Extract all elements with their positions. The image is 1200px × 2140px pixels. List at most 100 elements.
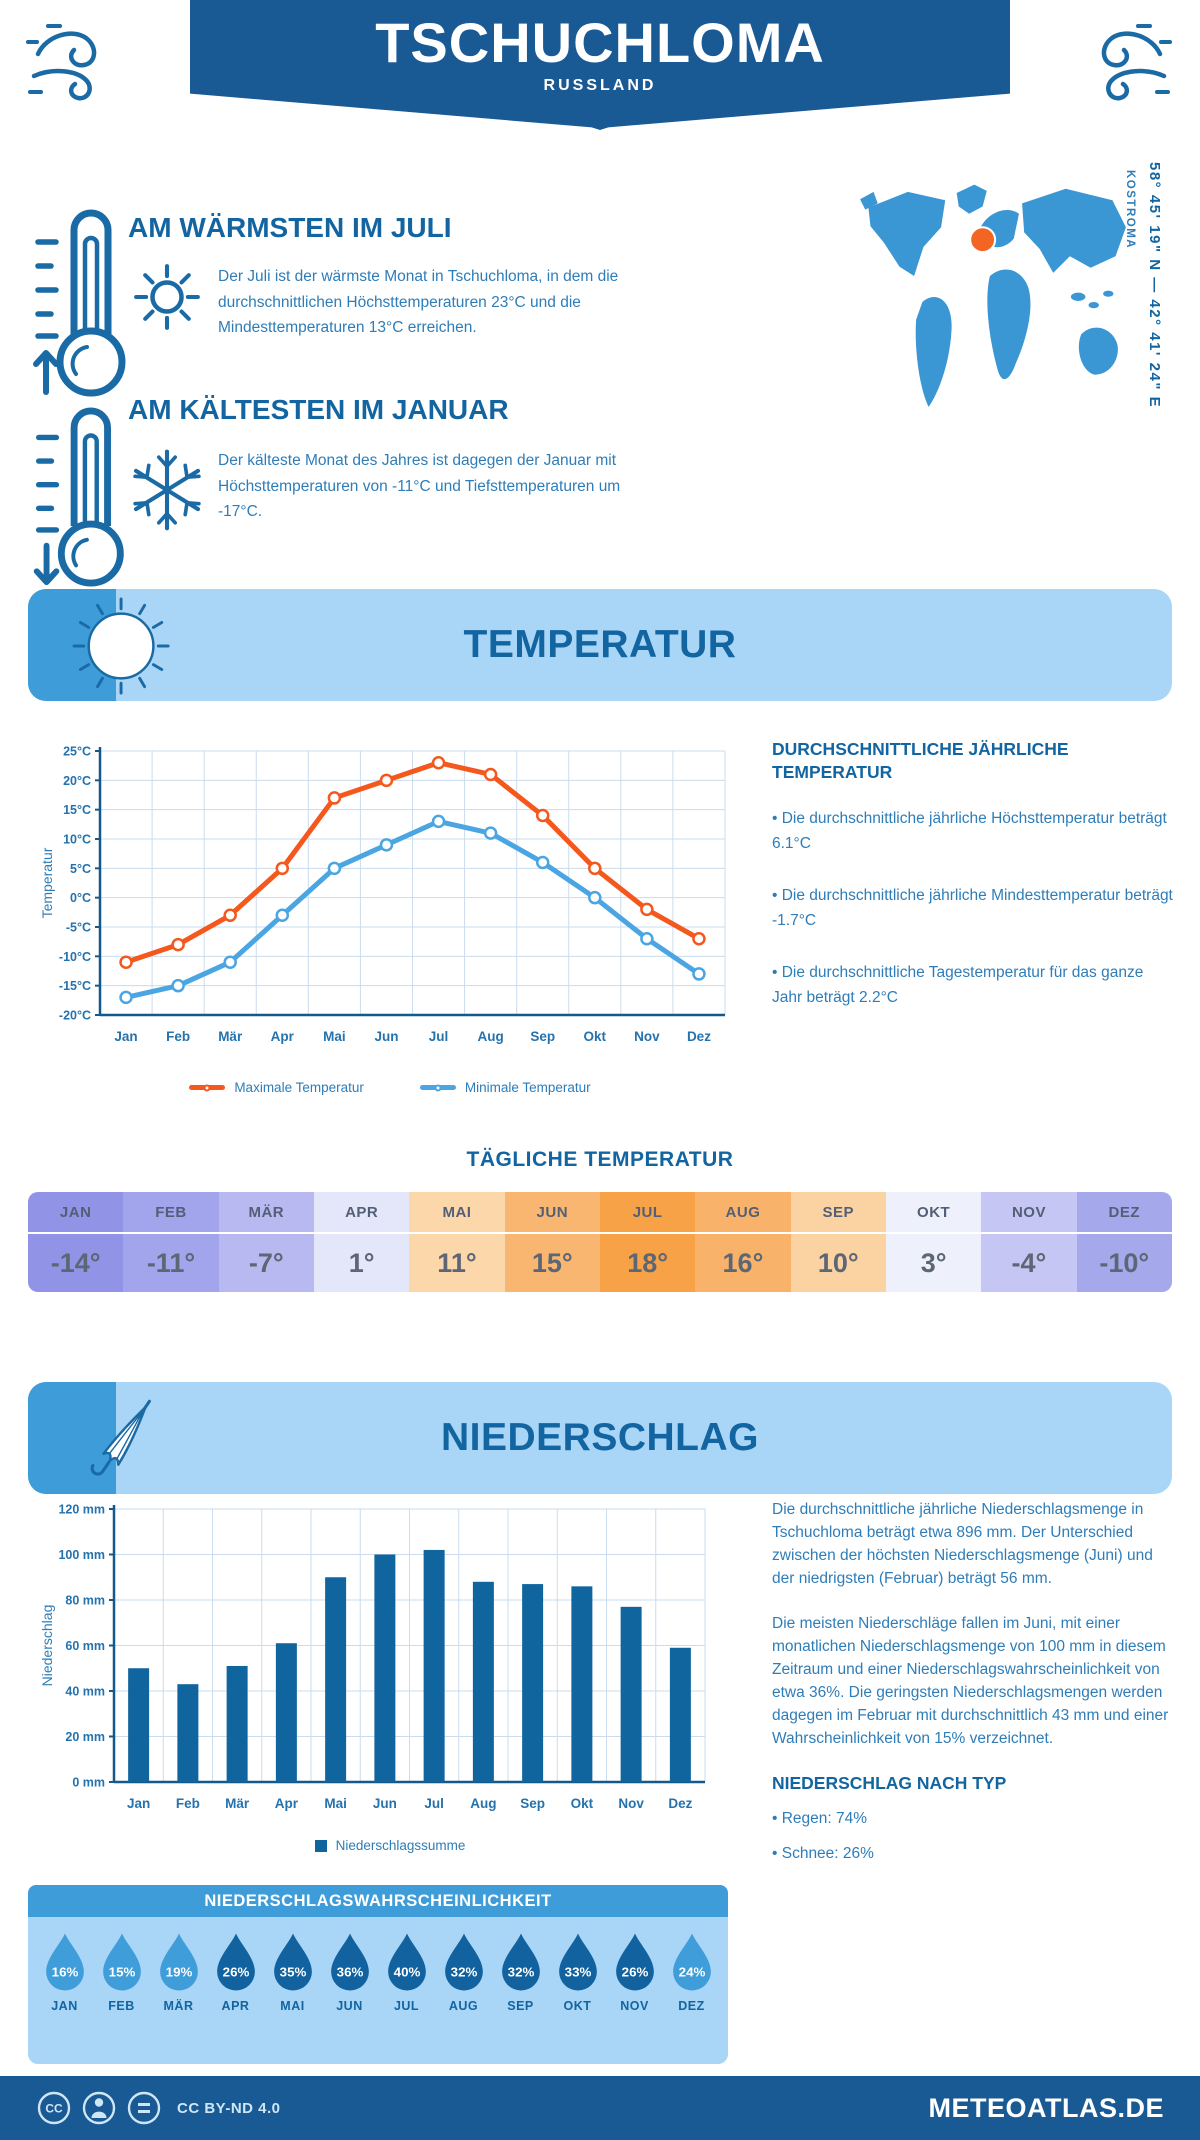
thermometer-down-icon — [33, 407, 124, 587]
probability-value: 24% — [678, 1965, 705, 1980]
snowflake-icon — [133, 449, 201, 531]
probability-droplet: 32% AUG — [435, 1917, 492, 2064]
coldest-text: Der kälteste Monat des Jahres ist dagege… — [218, 452, 621, 520]
probability-droplet: 40% JUL — [378, 1917, 435, 2064]
temperature-section-title: TEMPERATUR — [463, 623, 737, 666]
month-label: AUG — [695, 1192, 791, 1234]
x-tick-label: Mai — [323, 1029, 346, 1044]
daily-temp-value: 16° — [722, 1247, 764, 1278]
month-label: APR — [221, 1999, 250, 2013]
precipitation-legend: Niederschlagssumme — [40, 1838, 740, 1853]
probability-value: 35% — [279, 1965, 306, 1980]
probability-droplet: 35% MAI — [264, 1917, 321, 2064]
y-tick-label: 40 mm — [65, 1685, 105, 1699]
band-corner — [28, 1382, 116, 1494]
umbrella-badge-icon — [90, 1399, 151, 1476]
x-tick-label: Mär — [218, 1029, 243, 1044]
warmest-title: AM WÄRMSTEN IM JULI — [128, 212, 452, 243]
y-tick-label: 20°C — [63, 774, 91, 788]
footer: CC CC BY-ND 4.0 METEOATLAS.DE — [0, 2076, 1200, 2140]
precipitation-paragraph: Die meisten Niederschläge fallen im Juni… — [772, 1615, 1169, 1747]
data-point-marker — [483, 826, 498, 840]
thermometer-up-icon — [33, 209, 126, 397]
y-tick-label: 60 mm — [65, 1639, 105, 1653]
x-tick-label: Apr — [271, 1029, 295, 1044]
y-tick-label: 100 mm — [58, 1548, 105, 1562]
legend-item: Maximale Temperatur — [189, 1080, 364, 1095]
daily-temperature-table: JAN -14° FEB -11° MÄR -7° APR 1° MAI 11° JUN 15° JUL… — [28, 1192, 1172, 1292]
data-point-marker — [379, 773, 394, 788]
chart-bar — [325, 1577, 347, 1782]
precipitation-section-header: NIEDERSCHLAG — [28, 1382, 1172, 1494]
droplet-icon: 35% — [273, 1933, 312, 1991]
data-point-marker — [431, 814, 446, 829]
y-tick-label: -20°C — [59, 1009, 91, 1023]
daily-month-column: SEP 10° — [790, 1192, 886, 1292]
precipitation-section-title: NIEDERSCHLAG — [440, 1416, 760, 1459]
line-series — [123, 760, 702, 965]
x-tick-label: Sep — [520, 1796, 545, 1811]
wind-icon — [26, 24, 97, 101]
droplet-icon: 36% — [330, 1933, 369, 1991]
droplet-icon: 32% — [444, 1933, 483, 1991]
month-label: FEB — [123, 1192, 219, 1234]
daily-temp-value: 1° — [348, 1247, 375, 1278]
daily-temp-value: -4° — [1011, 1247, 1047, 1278]
y-tick-label: 0 mm — [72, 1776, 105, 1790]
data-point-marker — [223, 955, 237, 969]
data-point-marker — [431, 755, 446, 770]
month-label: APR — [313, 1192, 410, 1234]
droplet-icon: 24% — [672, 1933, 711, 1991]
data-point-marker — [327, 791, 342, 805]
legend-label: Niederschlagssumme — [335, 1838, 466, 1853]
y-tick-label: 120 mm — [58, 1503, 105, 1517]
wind-icon — [1101, 24, 1172, 101]
legend-item: Niederschlagssumme — [314, 1838, 466, 1853]
probability-value: 15% — [108, 1965, 135, 1980]
coordinates-label: 58° 45' 19" N — 42° 41' 24" E — [1146, 162, 1163, 409]
daily-temperature-title: TÄGLICHE TEMPERATUR — [466, 1148, 734, 1171]
data-point-marker — [379, 838, 394, 852]
y-tick-label: 0°C — [70, 891, 91, 905]
x-tick-label: Okt — [584, 1029, 607, 1044]
month-label: SEP — [790, 1192, 886, 1234]
month-label: OKT — [563, 1999, 592, 2013]
svg-text:CC: CC — [45, 2102, 63, 2116]
month-label: NOV — [620, 1999, 649, 2013]
month-label: MAI — [280, 1999, 305, 2013]
x-tick-label: Mär — [225, 1796, 250, 1811]
x-tick-label: Jan — [114, 1029, 137, 1044]
precipitation-probability-panel: NIEDERSCHLAGSWAHRSCHEINLICHKEIT 16% JAN 15… — [28, 1885, 728, 2064]
data-point-marker — [327, 861, 342, 876]
daily-temp-value: 15° — [531, 1247, 573, 1278]
x-tick-label: Feb — [166, 1029, 190, 1044]
y-tick-label: 15°C — [63, 803, 91, 817]
y-tick-label: 80 mm — [65, 1594, 105, 1608]
daily-month-column: AUG 16° — [695, 1192, 791, 1292]
probability-value: 19% — [165, 1965, 192, 1980]
daily-month-column: FEB -11° — [123, 1192, 219, 1292]
y-tick-label: -10°C — [59, 950, 91, 964]
daily-month-column: JAN -14° — [28, 1192, 124, 1292]
month-label: NOV — [981, 1192, 1077, 1234]
probability-value: 26% — [222, 1965, 249, 1980]
precipitation-type-bullet: • Schnee: 26% — [772, 1845, 874, 1862]
month-label: AUG — [448, 1999, 479, 2013]
daily-month-column: JUL 18° — [599, 1192, 696, 1292]
legend-swatch — [189, 1084, 226, 1091]
month-label: OKT — [885, 1192, 982, 1234]
droplet-icon: 15% — [102, 1933, 141, 1991]
y-tick-label: 5°C — [70, 862, 91, 876]
x-tick-label: Aug — [470, 1796, 496, 1811]
license-label: CC BY-ND 4.0 — [177, 2099, 281, 2117]
daily-month-column: OKT 3° — [885, 1192, 982, 1292]
y-tick-label: -15°C — [59, 979, 91, 993]
month-label: FEB — [108, 1999, 135, 2013]
month-label: JUN — [504, 1192, 600, 1234]
chart-bar — [472, 1581, 494, 1782]
region-label: KOSTROMA — [1124, 170, 1136, 250]
temperature-line-chart: -20°C -15°C -10°C -5°C 0°C 5°C 10°C 15°C 20°C 25°… — [40, 745, 726, 1044]
daily-month-column: MÄR -7° — [218, 1192, 314, 1292]
cc-icon: CC — [37, 2091, 71, 2125]
temperature-aside: DURCHSCHNITTLICHE JÄHRLICHE TEMPERATUR •… — [772, 738, 1174, 1037]
